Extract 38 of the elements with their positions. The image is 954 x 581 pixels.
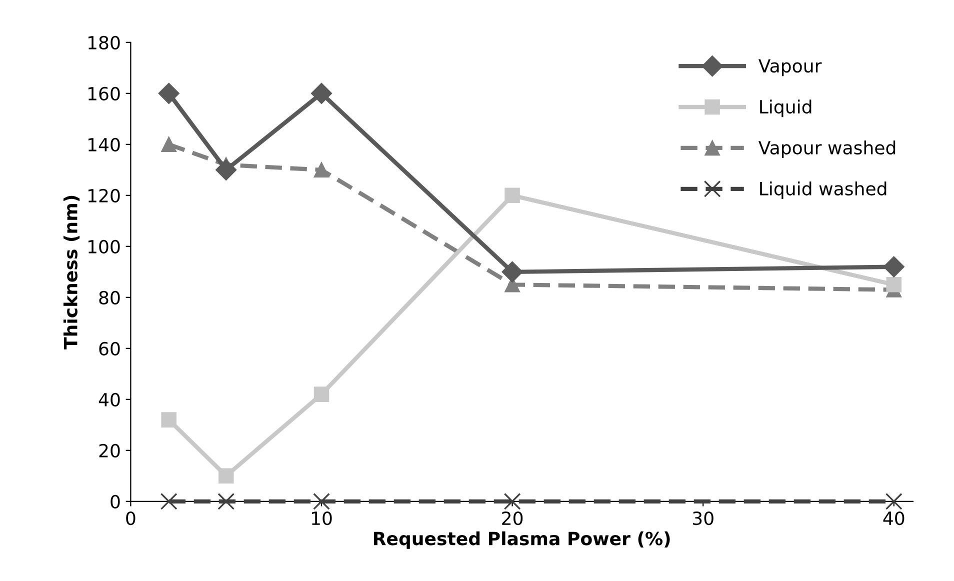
x-tick-label: 40: [883, 511, 904, 526]
point: [314, 386, 330, 402]
y-axis-title: Thickness (nm): [63, 196, 80, 350]
y-tick-label: 80: [99, 290, 120, 305]
y-tick-label: 20: [99, 444, 120, 458]
point: [161, 136, 176, 152]
x-tick-label: 10: [312, 511, 332, 526]
point: [218, 492, 235, 510]
point: [883, 256, 904, 278]
x-tick-label: 0: [126, 511, 136, 526]
point: [160, 492, 178, 510]
point: [218, 468, 234, 484]
point: [504, 492, 521, 510]
point: [504, 188, 520, 204]
point: [502, 261, 523, 282]
y-tick-label: 60: [99, 342, 120, 356]
y-tick-label: 120: [88, 188, 120, 203]
y-tick-label: 0: [110, 494, 120, 509]
point: [314, 162, 330, 178]
legend-label: Liquid washed: [760, 182, 886, 199]
y-tick-label: 40: [98, 392, 120, 407]
y-tick-label: 180: [88, 36, 120, 50]
x-tick-label: 30: [692, 511, 714, 526]
y-tick-label: 100: [88, 240, 120, 254]
y-tick-label: 140: [88, 138, 120, 152]
point: [161, 412, 176, 428]
point: [158, 82, 180, 104]
point: [313, 492, 330, 510]
point: [886, 277, 902, 292]
legend-label: Vapour washed: [758, 140, 896, 158]
legend-label: Liquid: [760, 100, 812, 118]
point: [310, 82, 332, 104]
y-tick-label: 160: [88, 86, 120, 101]
point: [885, 492, 902, 510]
x-tick-label: 20: [502, 511, 523, 526]
point: [216, 159, 237, 180]
x-axis-title: Requested Plasma Power (%): [374, 531, 670, 549]
legend-label: Vapour: [758, 59, 822, 76]
